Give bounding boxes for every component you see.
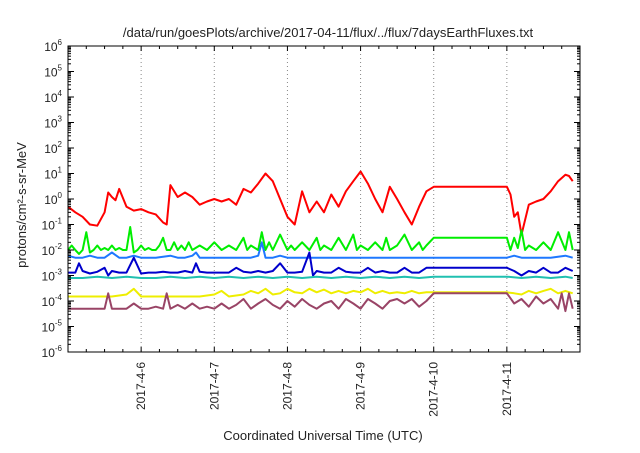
y-tick-base: 10 (44, 91, 58, 105)
x-tick-label: 2017-4-11 (500, 362, 514, 416)
y-tick-label: 10-2 (42, 242, 63, 258)
y-tick-label: 101 (44, 166, 62, 182)
y-tick-exponent: 6 (58, 38, 63, 47)
y-tick-label: 100 (44, 191, 62, 207)
series-line-4 (68, 275, 573, 279)
y-tick-exponent: 5 (58, 64, 63, 73)
y-axis-ticks: 10-610-510-410-310-210-11001011021031041… (42, 38, 580, 360)
y-tick-exponent: 0 (58, 191, 63, 200)
y-tick-exponent: 4 (58, 89, 63, 98)
y-tick-label: 104 (44, 89, 62, 105)
series-line-0 (67, 170, 574, 236)
x-axis-ticks: 2017-4-6 2017-4-7 2017-4-8 2017-4-9 2017-4-1… (85, 46, 563, 417)
y-tick-label: 10-5 (42, 319, 63, 335)
y-tick-exponent: 3 (58, 115, 63, 124)
y-tick-exponent: -3 (55, 268, 63, 277)
y-tick-exponent: 1 (58, 166, 63, 175)
chart-title: /data/run/goesPlots/archive/2017-04-11/f… (123, 25, 534, 40)
y-tick-label: 102 (44, 140, 62, 156)
y-tick-label: 105 (44, 64, 62, 80)
y-tick-label: 10-1 (42, 217, 63, 233)
series-line-5 (68, 287, 574, 298)
x-tick-label: 2017-4-7 (207, 362, 221, 410)
y-tick-label: 10-6 (42, 344, 63, 360)
series-line-1 (67, 226, 574, 255)
y-tick-exponent: -5 (55, 319, 63, 328)
x-axis-title: Coordinated Universal Time (UTC) (223, 428, 422, 443)
y-tick-label: 106 (44, 38, 62, 54)
y-tick-base: 10 (44, 168, 58, 182)
y-tick-label: 10-3 (42, 268, 63, 284)
series-line-2 (67, 241, 573, 259)
x-tick-label: 2017-4-10 (427, 362, 441, 417)
y-tick-base: 10 (42, 244, 56, 258)
series-line-3 (68, 251, 574, 277)
y-axis-title: protons/cm²-s-sr-MeV (14, 142, 29, 268)
y-tick-exponent: -2 (55, 242, 63, 251)
series-lines (67, 170, 574, 313)
y-tick-exponent: -4 (55, 293, 63, 302)
series-line-6 (68, 292, 574, 313)
y-tick-base: 10 (42, 346, 56, 360)
y-tick-base: 10 (42, 295, 56, 309)
y-tick-base: 10 (44, 142, 58, 156)
y-tick-exponent: -1 (55, 217, 63, 226)
y-tick-base: 10 (42, 270, 56, 284)
y-tick-base: 10 (44, 117, 58, 131)
y-tick-base: 10 (42, 219, 56, 233)
x-tick-label: 2017-4-9 (354, 362, 368, 410)
y-tick-base: 10 (44, 193, 58, 207)
y-tick-label: 10-4 (42, 293, 63, 309)
y-tick-exponent: -6 (55, 344, 63, 353)
y-tick-exponent: 2 (58, 140, 63, 149)
y-tick-base: 10 (44, 40, 58, 54)
y-tick-base: 10 (42, 321, 56, 335)
x-tick-label: 2017-4-6 (134, 362, 148, 410)
y-tick-label: 103 (44, 115, 62, 131)
x-tick-label: 2017-4-8 (280, 362, 294, 410)
y-tick-base: 10 (44, 66, 58, 80)
